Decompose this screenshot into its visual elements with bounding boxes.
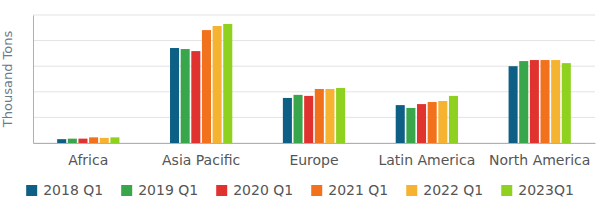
y-axis [33, 16, 35, 144]
x-tick-label: Latin America [378, 152, 475, 168]
x-axis-line [34, 143, 596, 144]
bar [283, 98, 292, 143]
x-tick: Europe [289, 143, 338, 168]
bar [100, 138, 109, 143]
legend-label: 2018 Q1 [43, 182, 103, 198]
bar [110, 137, 119, 143]
bar [315, 89, 324, 143]
grid [33, 15, 595, 143]
legend-item: 2023Q1 [501, 182, 574, 198]
chart-svg: Africa Asia Pacific Europe Latin America Nor… [0, 0, 600, 211]
legend-label: 2022 Q1 [423, 182, 483, 198]
legend-swatch [406, 185, 417, 196]
legend-label: 2020 Q1 [233, 182, 293, 198]
bar [294, 95, 303, 143]
bar [519, 61, 528, 143]
bar [406, 108, 415, 143]
bar [213, 26, 222, 143]
x-tick: Asia Pacific [162, 143, 240, 168]
chart-container: Africa Asia Pacific Europe Latin America Nor… [0, 0, 600, 211]
bar [170, 48, 179, 143]
bar [57, 139, 66, 143]
bar [530, 60, 539, 143]
bar [449, 96, 458, 143]
legend-item: 2022 Q1 [406, 182, 483, 198]
bar [181, 49, 190, 143]
legend-label: 2021 Q1 [328, 182, 388, 198]
bar [78, 139, 87, 143]
bar [417, 104, 426, 143]
bar [396, 105, 405, 143]
bar [223, 24, 232, 143]
bar [336, 88, 345, 143]
legend-item: 2018 Q1 [26, 182, 103, 198]
legend-swatch [311, 185, 322, 196]
bar [304, 96, 313, 143]
grid-line [33, 15, 595, 16]
x-tick-label: Asia Pacific [162, 152, 240, 168]
bar [202, 30, 211, 143]
y-axis-line [33, 16, 34, 144]
plot: Africa Asia Pacific Europe Latin America Nor… [33, 15, 596, 168]
x-axis: Africa Asia Pacific Europe Latin America Nor… [34, 143, 596, 168]
legend: 2018 Q1 2019 Q1 2020 Q1 2021 Q1 2022 Q1 2023Q… [26, 182, 574, 198]
bar [541, 60, 550, 143]
bar [428, 102, 437, 143]
grid-line [33, 40, 595, 41]
x-tick-label: North America [489, 152, 590, 168]
x-tick-label: Europe [289, 152, 338, 168]
legend-swatch [121, 185, 132, 196]
legend-label: 2023Q1 [518, 182, 574, 198]
legend-swatch [501, 185, 512, 196]
bar [89, 137, 98, 143]
bar [551, 60, 560, 143]
bar [325, 89, 334, 143]
bars [57, 24, 571, 143]
x-tick: Africa [68, 143, 108, 168]
bar [562, 63, 571, 143]
legend-item: 2020 Q1 [216, 182, 293, 198]
legend-label: 2019 Q1 [138, 182, 198, 198]
bar [438, 101, 447, 143]
x-tick: Latin America [378, 143, 475, 168]
legend-swatch [26, 185, 37, 196]
bar [191, 51, 200, 143]
y-axis-title: Thousand Tons [0, 31, 15, 129]
x-tick: North America [489, 143, 590, 168]
x-tick-label: Africa [68, 152, 108, 168]
bar [509, 66, 518, 143]
legend-swatch [216, 185, 227, 196]
legend-item: 2021 Q1 [311, 182, 388, 198]
legend-item: 2019 Q1 [121, 182, 198, 198]
bar [68, 139, 77, 143]
